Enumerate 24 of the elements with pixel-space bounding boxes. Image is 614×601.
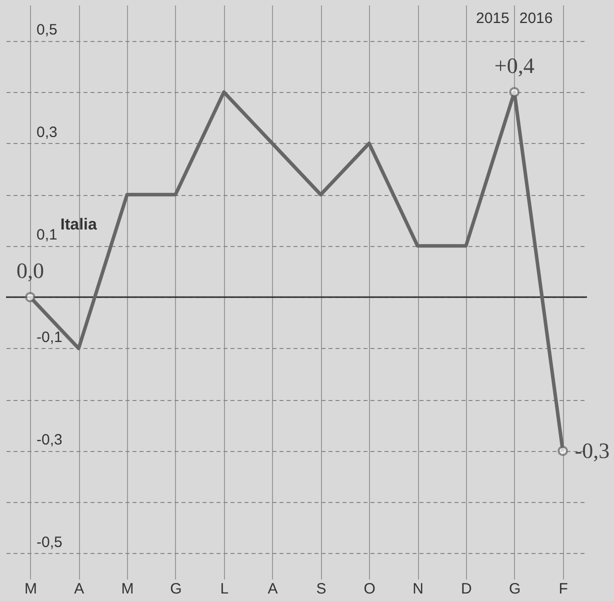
x-tick-label: G <box>170 580 182 598</box>
x-tick-label: M <box>121 580 134 598</box>
y-tick-label: 0,1 <box>36 226 58 244</box>
x-tick-label: F <box>558 580 568 598</box>
annotation: 2015 <box>476 10 510 27</box>
series-label: Italia <box>60 216 97 234</box>
x-tick-label: D <box>461 580 472 598</box>
y-tick-label: -0,5 <box>36 534 62 551</box>
data-label: +0,4 <box>494 53 534 78</box>
y-tick-label: -0,3 <box>36 431 62 448</box>
x-tick-label: M <box>24 580 37 598</box>
data-label: 0,0 <box>16 258 44 284</box>
x-tick-label: N <box>412 580 424 598</box>
y-tick-label: 0,5 <box>36 21 58 38</box>
y-tick-label: 0,3 <box>36 124 58 141</box>
data-label: -0,3 <box>574 438 610 463</box>
x-tick-label: L <box>220 580 229 598</box>
annotation: 2016 <box>519 10 553 27</box>
x-tick-label: G <box>509 580 521 598</box>
x-tick-label: A <box>268 580 278 598</box>
x-tick-label: A <box>74 580 84 598</box>
x-tick-label: S <box>316 580 326 598</box>
y-tick-label: -0,1 <box>36 328 62 346</box>
x-tick-label: O <box>364 580 376 598</box>
